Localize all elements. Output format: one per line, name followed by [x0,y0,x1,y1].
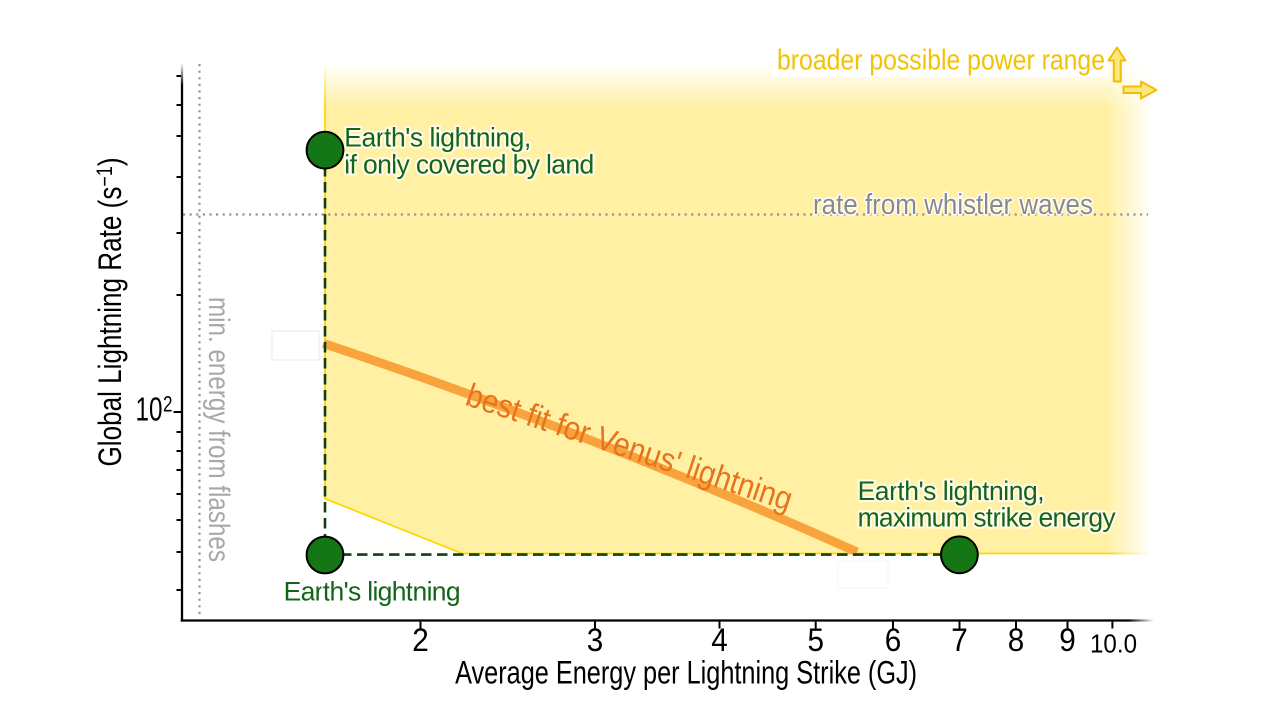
svg-text:broader possible power range: broader possible power range [777,45,1105,77]
svg-text:2: 2 [163,392,173,417]
svg-text:7: 7 [951,622,968,658]
svg-text:10: 10 [136,391,163,428]
svg-text:Global Lightning Rate (s−1): Global Lightning Rate (s−1) [92,158,128,467]
svg-text:Earth's lightning: Earth's lightning [284,577,461,607]
svg-text:4: 4 [711,622,728,658]
svg-text:9: 9 [1059,622,1076,658]
svg-text:Earth's lightning,: Earth's lightning, [858,476,1045,506]
svg-text:2: 2 [412,622,429,658]
svg-text:Earth's lightning,: Earth's lightning, [344,123,531,153]
svg-text:10.0: 10.0 [1090,629,1137,659]
svg-text:if only covered by land: if only covered by land [344,149,594,179]
svg-text:6: 6 [885,622,902,658]
svg-text:3: 3 [587,622,604,658]
svg-text:5: 5 [807,622,824,658]
svg-text:maximum strike energy: maximum strike energy [858,502,1117,532]
svg-text:min. energy from flashes: min. energy from flashes [202,297,235,562]
svg-text:Average Energy per Lightning S: Average Energy per Lightning Strike (GJ) [455,654,917,690]
svg-text:rate from whistler waves: rate from whistler waves [813,189,1093,221]
svg-text:8: 8 [1008,622,1025,658]
